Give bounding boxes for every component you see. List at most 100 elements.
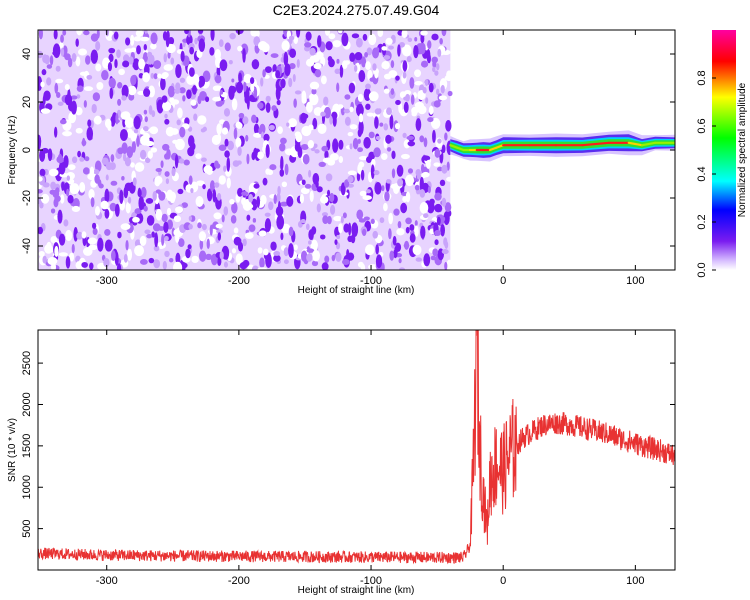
- noise-speckle: [143, 205, 148, 212]
- noise-speckle: [373, 147, 381, 158]
- noise-speckle: [327, 215, 332, 225]
- noise-speckle: [419, 202, 429, 214]
- noise-speckle: [349, 124, 358, 130]
- noise-speckle: [170, 57, 175, 65]
- noise-speckle: [132, 216, 140, 223]
- noise-speckle: [178, 158, 185, 164]
- noise-speckle: [57, 209, 63, 224]
- noise-speckle: [441, 248, 449, 255]
- noise-speckle: [139, 129, 145, 135]
- noise-speckle: [55, 78, 64, 84]
- noise-speckle: [334, 68, 341, 75]
- noise-speckle: [272, 64, 277, 74]
- noise-speckle: [246, 94, 250, 110]
- noise-speckle: [434, 229, 442, 237]
- noise-speckle: [309, 93, 315, 100]
- noise-speckle: [281, 181, 288, 188]
- noise-speckle: [363, 216, 370, 221]
- noise-speckle: [91, 222, 97, 229]
- noise-speckle: [358, 113, 364, 123]
- noise-speckle: [344, 179, 350, 188]
- noise-speckle: [146, 234, 153, 239]
- noise-speckle: [189, 46, 195, 55]
- noise-speckle: [213, 160, 219, 169]
- noise-speckle: [229, 32, 236, 40]
- noise-speckle: [337, 104, 344, 109]
- noise-speckle: [277, 126, 283, 135]
- noise-speckle: [375, 254, 383, 269]
- noise-speckle: [368, 151, 375, 160]
- noise-speckle: [441, 144, 446, 154]
- noise-speckle: [352, 137, 359, 150]
- noise-speckle: [168, 36, 175, 45]
- noise-speckle: [405, 226, 410, 234]
- noise-speckle: [60, 119, 67, 125]
- noise-speckle: [360, 169, 365, 181]
- noise-speckle: [310, 239, 318, 252]
- noise-speckle: [76, 30, 83, 36]
- noise-speckle: [119, 189, 124, 205]
- noise-speckle: [162, 101, 172, 112]
- noise-speckle: [236, 160, 242, 165]
- noise-speckle: [63, 219, 69, 227]
- noise-speckle: [351, 33, 360, 39]
- noise-speckle: [422, 87, 427, 94]
- noise-speckle: [54, 82, 59, 94]
- noise-speckle: [314, 149, 320, 154]
- noise-speckle: [219, 251, 224, 260]
- noise-speckle: [38, 250, 45, 257]
- noise-speckle: [67, 164, 76, 171]
- noise-speckle: [121, 84, 129, 99]
- noise-speckle: [257, 102, 264, 109]
- noise-speckle: [372, 63, 377, 71]
- noise-speckle: [324, 30, 331, 36]
- noise-speckle: [406, 135, 415, 141]
- noise-speckle: [265, 144, 270, 158]
- noise-speckle: [409, 77, 415, 89]
- noise-speckle: [162, 143, 170, 151]
- snr-x-tick-label: 0: [500, 575, 506, 587]
- noise-speckle: [423, 253, 431, 267]
- noise-speckle: [233, 127, 238, 140]
- noise-speckle: [95, 40, 101, 51]
- noise-speckle: [284, 63, 291, 77]
- noise-speckle: [358, 156, 369, 161]
- noise-speckle: [300, 250, 308, 262]
- noise-speckle: [265, 252, 272, 268]
- noise-speckle: [124, 116, 134, 128]
- noise-speckle: [375, 135, 381, 141]
- noise-speckle: [273, 194, 277, 205]
- noise-speckle: [65, 256, 71, 269]
- noise-speckle: [434, 70, 439, 76]
- noise-speckle: [223, 108, 231, 117]
- noise-speckle: [321, 145, 329, 152]
- noise-speckle: [357, 147, 364, 153]
- noise-speckle: [58, 252, 68, 257]
- noise-speckle: [415, 118, 422, 131]
- noise-speckle: [264, 218, 272, 233]
- noise-speckle: [69, 183, 80, 195]
- noise-speckle: [104, 228, 111, 236]
- noise-speckle: [235, 253, 243, 265]
- noise-speckle: [181, 202, 189, 209]
- noise-speckle: [130, 162, 135, 168]
- noise-speckle: [39, 149, 46, 162]
- noise-speckle: [122, 54, 130, 63]
- noise-speckle: [199, 239, 204, 250]
- noise-speckle: [154, 232, 159, 248]
- noise-speckle: [384, 191, 390, 202]
- noise-speckle: [50, 181, 57, 190]
- noise-speckle: [414, 184, 420, 191]
- noise-speckle: [406, 56, 412, 63]
- noise-speckle: [257, 247, 263, 254]
- noise-speckle: [336, 82, 340, 93]
- noise-speckle: [284, 163, 289, 176]
- noise-speckle: [289, 62, 296, 70]
- noise-speckle: [239, 261, 248, 270]
- noise-speckle: [223, 261, 229, 268]
- noise-speckle: [277, 201, 281, 216]
- noise-speckle: [173, 215, 181, 223]
- noise-speckle: [158, 191, 166, 201]
- noise-speckle: [366, 112, 374, 117]
- noise-speckle: [283, 247, 289, 257]
